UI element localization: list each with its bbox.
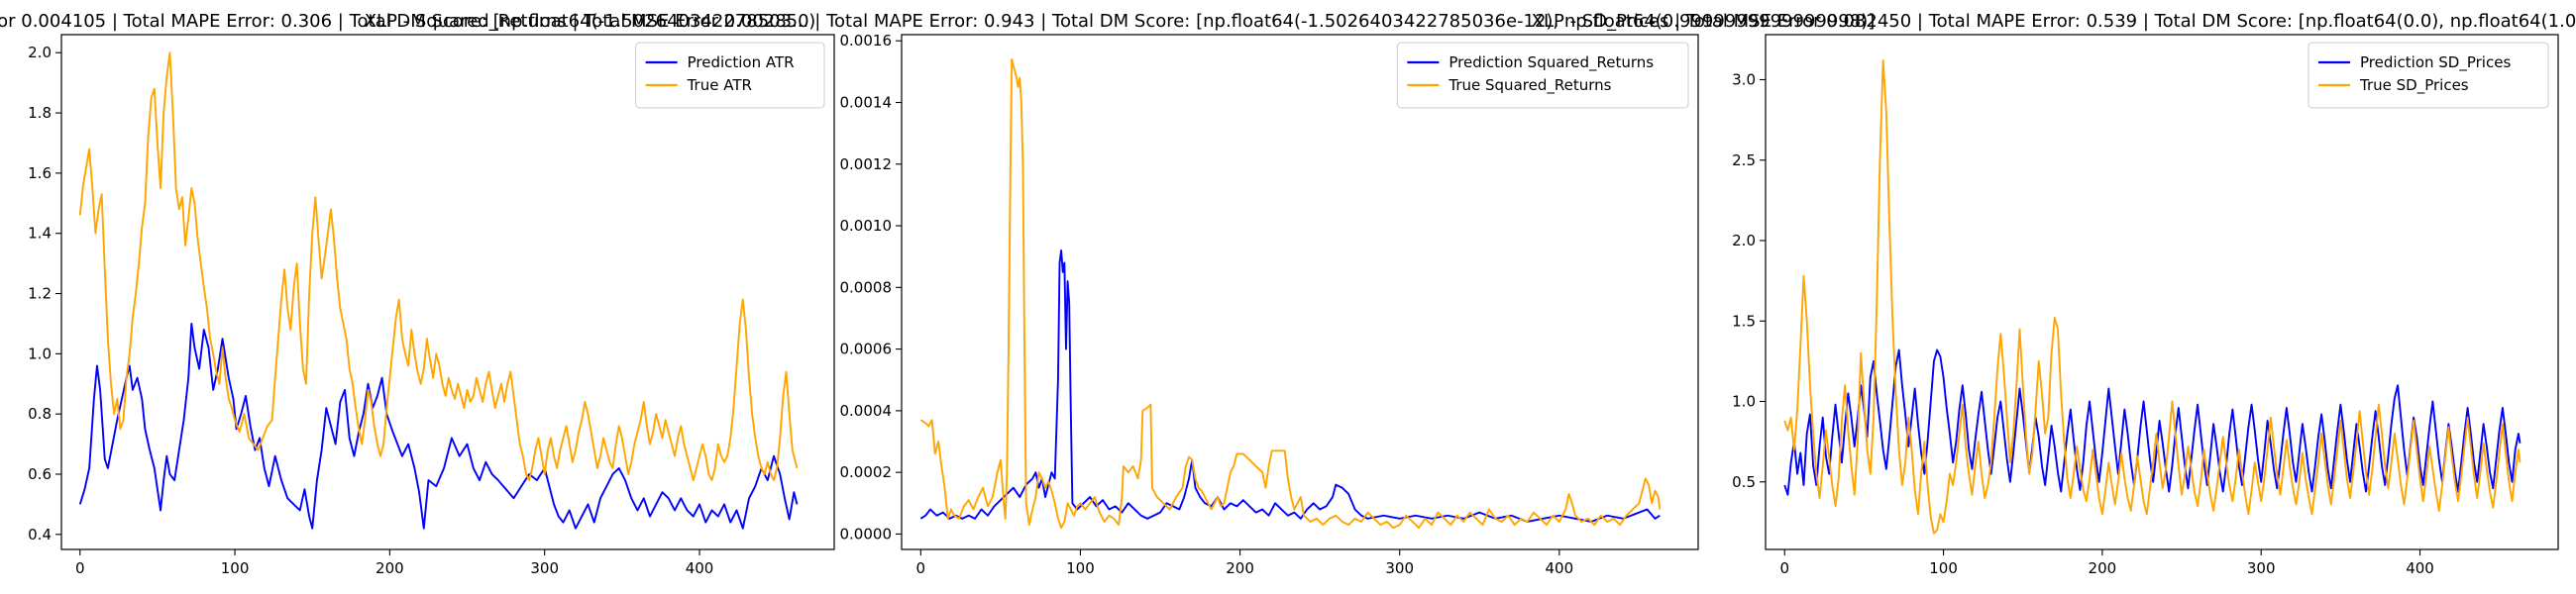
series-line-2 — [919, 57, 1662, 530]
y-tick-label: 2.5 — [1732, 151, 1756, 169]
legend-label: True Squared_Returns — [1448, 76, 1611, 95]
x-tick-label: 100 — [1066, 559, 1095, 577]
x-tick-label: 200 — [376, 559, 404, 577]
y-tick-label: 0.0002 — [840, 463, 893, 481]
x-tick-label: 300 — [2247, 559, 2276, 577]
y-tick-label: 0.0004 — [840, 402, 893, 420]
y-tick-label: 1.6 — [28, 164, 52, 182]
y-tick-label: 0.8 — [28, 405, 52, 423]
y-tick-label: 2.0 — [28, 44, 52, 61]
y-tick-label: 2.0 — [1732, 232, 1756, 249]
y-tick-label: 1.4 — [28, 225, 52, 243]
y-tick-label: 1.5 — [1732, 312, 1756, 330]
subplot-1: 0 100 200 300 400 0.4 0.6 0.8 1.0 1.2 1.4 1.6 1.8 2.0… — [0, 11, 835, 577]
y-tick-label: 0.0008 — [840, 278, 893, 296]
x-tick-label: 0 — [75, 559, 85, 577]
legend-label: Prediction Squared_Returns — [1449, 53, 1654, 72]
chart-title: XLP - Squared_Returns | Total MSE Error … — [365, 11, 1876, 32]
y-tick-label: 0.0000 — [840, 525, 893, 543]
y-tick-label: 0.4 — [28, 526, 52, 544]
subplot-2: 0 100 200 300 400 0.0000 0.0002 0.0004 0.0006 0.0… — [365, 11, 1876, 577]
x-tick-label: 400 — [686, 559, 714, 577]
legend: Prediction Squared_Returns True Squared_R… — [1396, 42, 1689, 109]
chart-title: XLP - ATR | Total MSE Error 0.004105 | T… — [0, 11, 815, 32]
legend: Prediction ATR True ATR — [635, 42, 825, 109]
legend: Prediction SD_Prices True SD_Prices — [2308, 42, 2549, 109]
y-tick-label: 1.2 — [28, 285, 52, 303]
y-tick-label: 1.8 — [28, 104, 52, 122]
y-tick-label: 1.0 — [1732, 393, 1756, 411]
y-tick-label: 0.0014 — [840, 94, 893, 112]
legend-label: Prediction ATR — [688, 53, 795, 71]
x-tick-label: 100 — [1929, 559, 1958, 577]
series-line-2 — [78, 51, 799, 482]
y-tick-label: 0.0016 — [840, 32, 893, 50]
y-tick-label: 1.0 — [28, 345, 52, 362]
subplot-3: 0 100 200 300 400 0.5 1.0 1.5 2.0 2.5 3.0 XLP - SD_… — [1532, 11, 2576, 577]
x-tick-label: 100 — [221, 559, 250, 577]
x-tick-label: 200 — [2089, 559, 2117, 577]
legend-box — [635, 42, 825, 109]
series-line-1 — [78, 322, 799, 530]
axes-frame — [901, 34, 1699, 550]
y-tick-label: 0.0010 — [840, 217, 893, 235]
x-tick-label: 400 — [1546, 559, 1574, 577]
chart-title: XLP - SD_Prices | Total MSE Error 0.0824… — [1532, 11, 2576, 32]
legend-box — [1396, 42, 1689, 109]
x-tick-label: 200 — [1226, 559, 1254, 577]
y-tick-label: 3.0 — [1732, 71, 1756, 89]
series-line-2 — [1783, 59, 2522, 535]
y-tick-label: 0.0006 — [840, 341, 893, 358]
axes-frame — [60, 34, 835, 550]
x-tick-label: 400 — [2406, 559, 2434, 577]
y-tick-label: 0.5 — [1732, 473, 1756, 491]
series-line-1 — [919, 249, 1661, 523]
x-tick-label: 300 — [1385, 559, 1414, 577]
legend-label: True SD_Prices — [2359, 76, 2469, 95]
y-tick-label: 0.0012 — [840, 155, 893, 173]
axes-frame — [1765, 34, 2559, 550]
legend-label: True ATR — [687, 76, 752, 94]
y-tick-label: 0.6 — [28, 465, 52, 483]
x-tick-label: 0 — [1779, 559, 1789, 577]
legend-box — [2308, 42, 2549, 109]
legend-label: Prediction SD_Prices — [2360, 53, 2511, 72]
subplots: 0 100 200 300 400 0.4 0.6 0.8 1.0 1.2 1.4 1.6 1.8 2.0… — [0, 11, 2576, 577]
x-tick-label: 0 — [916, 559, 926, 577]
x-tick-label: 300 — [530, 559, 559, 577]
